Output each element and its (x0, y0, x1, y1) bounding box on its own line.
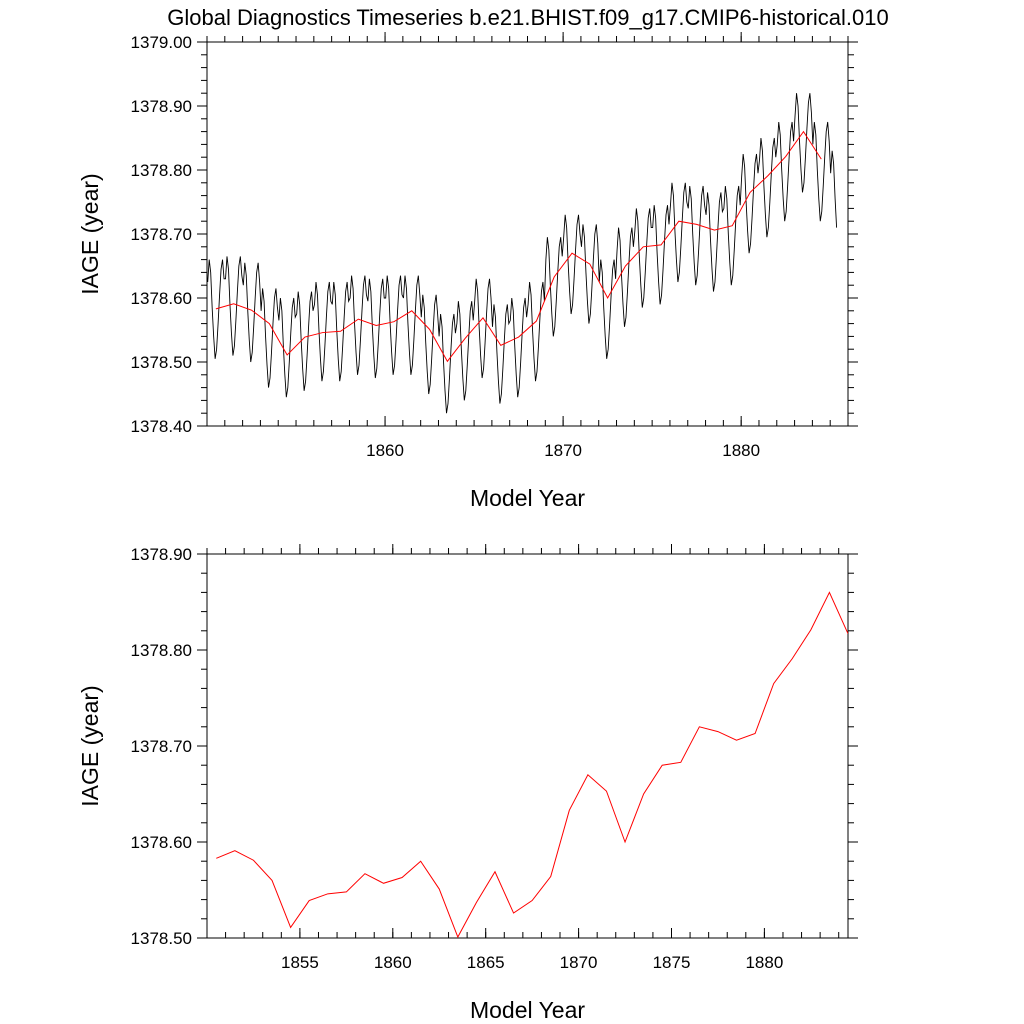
plot-frame (206, 41, 849, 427)
y-tick-label: 1378.90 (131, 97, 192, 116)
y-tick-label: 1378.80 (131, 161, 192, 180)
y-tick-label: 1378.70 (131, 737, 192, 756)
x-tick-label: 1865 (467, 953, 505, 972)
x-tick-label: 1880 (722, 441, 760, 460)
x-axis-label: Model Year (470, 485, 585, 511)
chart-title: Global Diagnostics Timeseries b.e21.BHIS… (167, 5, 888, 30)
x-tick-label: 1860 (366, 441, 404, 460)
x-tick-label: 1880 (745, 953, 783, 972)
y-axis-label: IAGE (year) (77, 173, 103, 294)
y-axis-label: IAGE (year) (77, 685, 103, 806)
x-tick-label: 1875 (653, 953, 691, 972)
y-tick-label: 1378.80 (131, 641, 192, 660)
y-tick-label: 1378.40 (131, 417, 192, 436)
plot-frame (206, 553, 849, 939)
annual-series-line (216, 591, 848, 938)
y-tick-label: 1378.60 (131, 833, 192, 852)
y-tick-label: 1378.90 (131, 545, 192, 564)
bottom-panel: 1855 1860 1865 1870 1875 1880 1378.50 1378.60 13… (77, 544, 858, 1023)
y-tick-label: 1378.60 (131, 289, 192, 308)
x-tick-label: 1860 (374, 953, 412, 972)
x-tick-label: 1870 (544, 441, 582, 460)
y-tick-label: 1378.50 (131, 929, 192, 948)
x-axis-label: Model Year (470, 997, 585, 1023)
y-tick-label: 1379.00 (131, 33, 192, 52)
x-tick-label: 1855 (281, 953, 319, 972)
annual-series-line (215, 130, 822, 363)
y-tick-label: 1378.70 (131, 225, 192, 244)
monthly-series-line (207, 93, 838, 414)
x-tick-label: 1870 (560, 953, 598, 972)
y-tick-label: 1378.50 (131, 353, 192, 372)
top-panel: 1860 1870 1880 1378.40 1378.50 1378.60 1378.70… (77, 32, 858, 511)
